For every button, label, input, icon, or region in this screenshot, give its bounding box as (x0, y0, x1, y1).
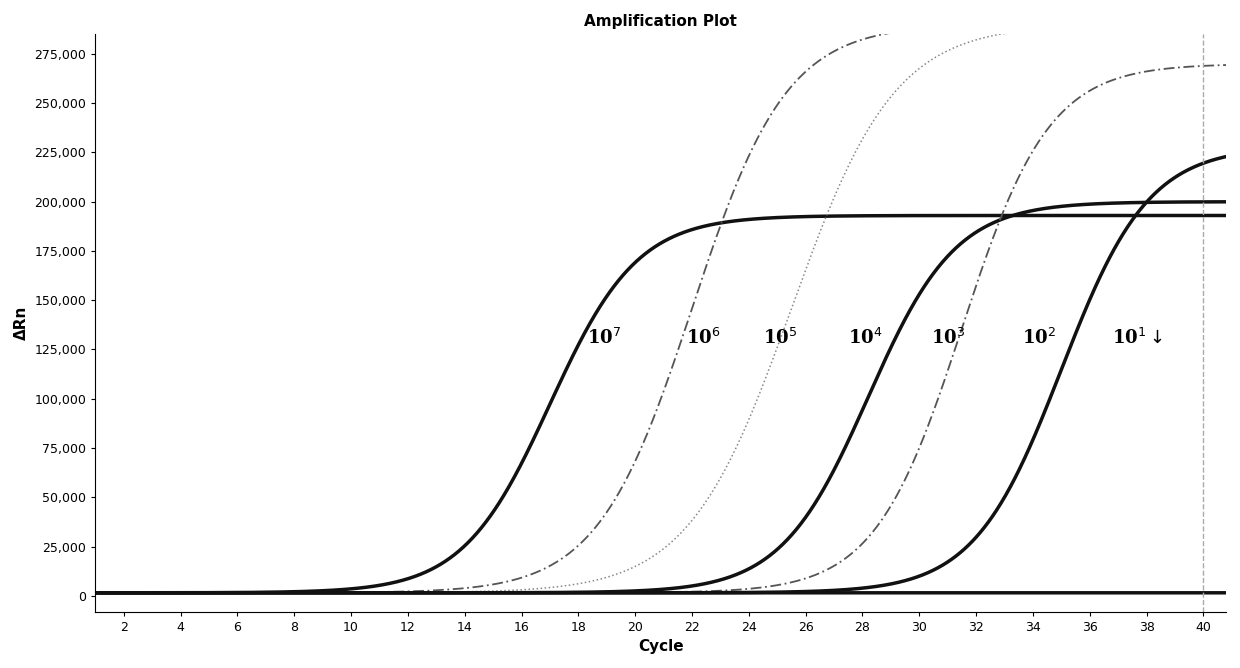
Text: 10$^1$$\downarrow$: 10$^1$$\downarrow$ (1112, 328, 1163, 347)
X-axis label: Cycle: Cycle (637, 639, 683, 654)
Text: 10$^2$: 10$^2$ (1022, 327, 1055, 348)
Text: 10$^7$: 10$^7$ (587, 327, 621, 348)
Text: 10$^3$: 10$^3$ (931, 327, 965, 348)
Text: 10$^6$: 10$^6$ (686, 327, 720, 348)
Y-axis label: ΔRn: ΔRn (14, 306, 29, 340)
Text: 10$^5$: 10$^5$ (763, 327, 797, 348)
Title: Amplification Plot: Amplification Plot (584, 14, 737, 29)
Text: 10$^4$: 10$^4$ (848, 327, 883, 348)
